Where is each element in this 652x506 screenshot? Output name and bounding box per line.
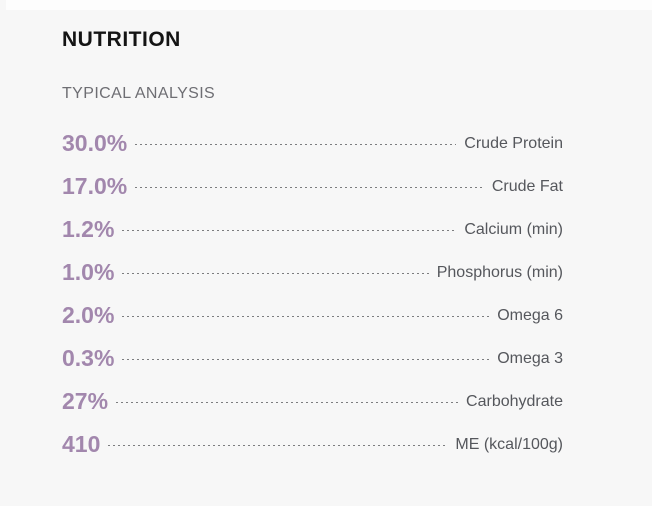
dotted-leader — [135, 144, 457, 145]
nutrient-value: 410 — [62, 431, 101, 457]
nutrient-value: 2.0% — [62, 302, 115, 328]
analysis-row-carbohydrate: 27% Carbohydrate — [62, 380, 563, 423]
dotted-leader — [116, 402, 459, 403]
dotted-leader — [135, 187, 484, 188]
analysis-row-calcium: 1.2% Calcium (min) — [62, 208, 563, 251]
nutrient-label: Omega 3 — [497, 349, 563, 367]
analysis-row-metabolizable-energy: 410 ME (kcal/100g) — [62, 423, 563, 466]
nutrient-label: Crude Fat — [491, 177, 563, 195]
section-title: NUTRITION — [62, 28, 181, 51]
nutrient-value: 0.3% — [62, 345, 115, 371]
nutrient-label: Phosphorus (min) — [436, 263, 563, 281]
dotted-leader — [108, 445, 448, 446]
dotted-leader — [122, 273, 429, 274]
typical-analysis-list: 30.0% Crude Protein 17.0% Crude Fat 1.2%… — [62, 122, 563, 466]
dotted-leader — [122, 230, 457, 231]
nutrient-value: 1.2% — [62, 216, 115, 242]
section-subtitle: TYPICAL ANALYSIS — [62, 85, 216, 102]
top-section-divider — [6, 0, 652, 10]
nutrient-label: Carbohydrate — [466, 392, 563, 410]
nutrient-label: ME (kcal/100g) — [455, 435, 563, 453]
nutrient-value: 17.0% — [62, 173, 128, 199]
dotted-leader — [122, 316, 490, 317]
analysis-row-omega-6: 2.0% Omega 6 — [62, 294, 563, 337]
dotted-leader — [122, 359, 490, 360]
analysis-row-crude-protein: 30.0% Crude Protein — [62, 122, 563, 165]
nutrient-label: Crude Protein — [464, 134, 563, 152]
nutrient-value: 1.0% — [62, 259, 115, 285]
nutrient-value: 30.0% — [62, 130, 128, 156]
nutrient-label: Omega 6 — [497, 306, 563, 324]
nutrient-value: 27% — [62, 388, 109, 414]
analysis-row-crude-fat: 17.0% Crude Fat — [62, 165, 563, 208]
nutrient-label: Calcium (min) — [464, 220, 563, 238]
analysis-row-phosphorus: 1.0% Phosphorus (min) — [62, 251, 563, 294]
analysis-row-omega-3: 0.3% Omega 3 — [62, 337, 563, 380]
